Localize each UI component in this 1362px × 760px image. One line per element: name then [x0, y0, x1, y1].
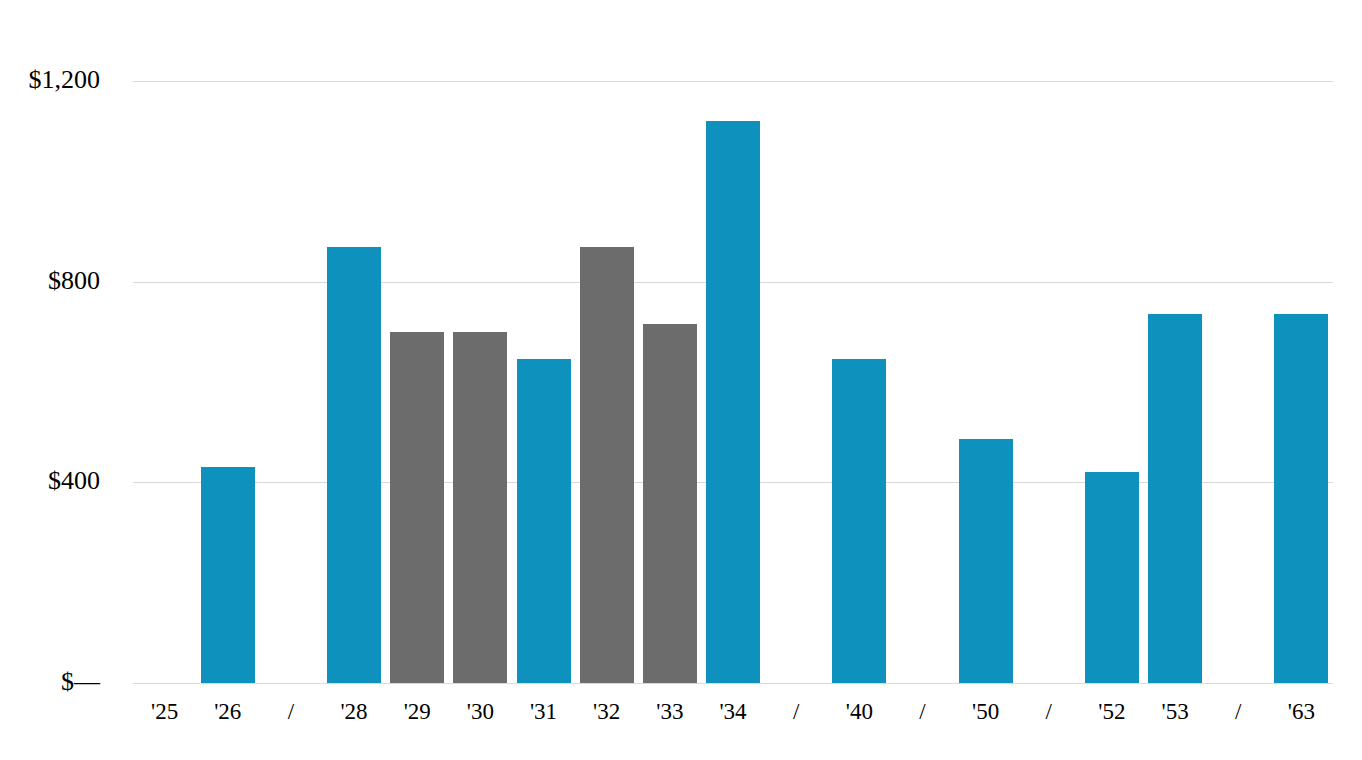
bar-26: [201, 467, 255, 683]
y-tick-label: $—: [0, 669, 100, 695]
bar-chart: $—$400$800$1,200'25'26/'28'29'30'31'32'3…: [0, 0, 1362, 760]
bar-32: [580, 247, 634, 683]
bar-31: [517, 359, 571, 683]
x-tick-label: '50: [954, 700, 1017, 723]
x-tick-label: '30: [449, 700, 512, 723]
x-tick-label: '25: [133, 700, 196, 723]
bar-63: [1274, 314, 1328, 683]
x-tick-label: '53: [1144, 700, 1207, 723]
x-tick-label: '63: [1270, 700, 1333, 723]
x-tick-label: /: [765, 700, 828, 723]
bar-34: [706, 121, 760, 683]
x-tick-label: /: [1207, 700, 1270, 723]
y-tick-label: $1,200: [0, 67, 100, 93]
bar-28: [327, 247, 381, 683]
y-tick-label: $400: [0, 468, 100, 494]
x-tick-label: /: [891, 700, 954, 723]
x-tick-label: '32: [575, 700, 638, 723]
x-tick-label: '33: [638, 700, 701, 723]
gridline-1200: [133, 81, 1333, 82]
x-tick-label: '26: [196, 700, 259, 723]
x-tick-label: '31: [512, 700, 575, 723]
x-tick-label: /: [1017, 700, 1080, 723]
x-tick-label: '52: [1080, 700, 1143, 723]
bar-33: [643, 324, 697, 683]
bar-29: [390, 332, 444, 683]
bar-53: [1148, 314, 1202, 683]
x-tick-label: '28: [322, 700, 385, 723]
bar-40: [832, 359, 886, 683]
y-tick-label: $800: [0, 268, 100, 294]
x-tick-label: '34: [701, 700, 764, 723]
x-tick-label: /: [259, 700, 322, 723]
x-axis-line: [133, 683, 1333, 684]
bar-52: [1085, 472, 1139, 683]
bar-50: [959, 439, 1013, 683]
bar-30: [453, 332, 507, 683]
x-tick-label: '40: [828, 700, 891, 723]
x-tick-label: '29: [386, 700, 449, 723]
